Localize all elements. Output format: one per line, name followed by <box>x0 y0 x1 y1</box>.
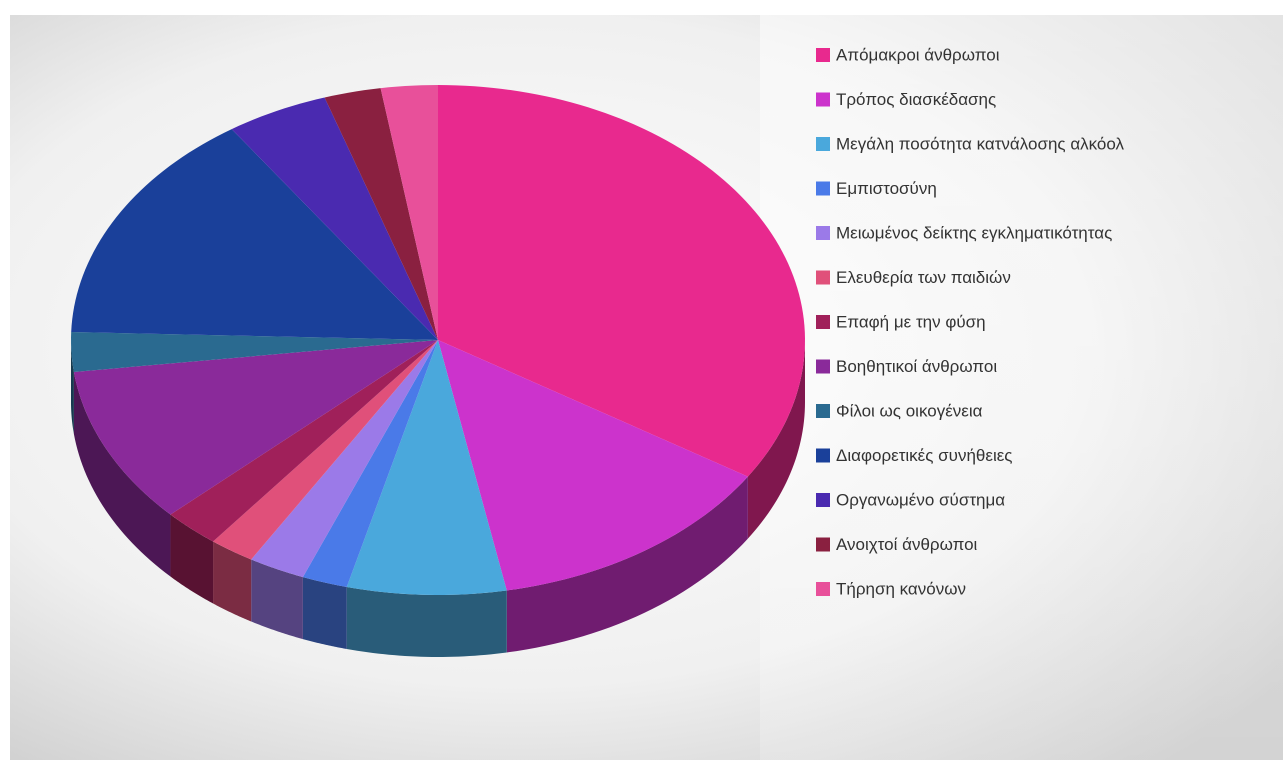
slice-side <box>346 586 507 657</box>
legend-label: Απόμακροι άνθρωποι <box>836 45 1000 64</box>
legend-swatch <box>816 537 830 552</box>
pie <box>71 85 805 657</box>
slice <box>380 85 438 340</box>
legend-panel <box>760 15 1283 760</box>
slice-side <box>506 476 748 653</box>
legend-swatch <box>816 493 830 507</box>
legend-swatch <box>816 181 830 196</box>
legend-label: Μεγάλη ποσότητα κατνάλοσης αλκόολ <box>836 134 1125 153</box>
slice-side <box>170 514 214 604</box>
legend-label: Εμπιστοσύνη <box>836 179 937 198</box>
legend-label: Μειωμένος δείκτης εγκληματικότητας <box>836 223 1112 242</box>
legend-label: Ανοιχτοί άνθρωποι <box>836 535 978 554</box>
legend-swatch <box>816 92 830 107</box>
legend-swatch <box>816 359 830 374</box>
legend-swatch <box>816 582 830 596</box>
slice <box>231 97 438 340</box>
legend-label: Βοηθητικοί άνθρωποι <box>836 357 997 376</box>
legend-label: Τήρηση κανόνων <box>836 579 966 598</box>
slice <box>346 340 507 595</box>
legend-label: Επαφή με την φύση <box>836 312 986 331</box>
slice-side <box>71 340 74 434</box>
slice <box>302 340 438 587</box>
slice-side <box>302 577 347 649</box>
slice <box>251 340 438 578</box>
slice <box>71 331 439 372</box>
slice <box>71 129 438 340</box>
legend-label: Τρόπος διασκέδασης <box>836 90 996 109</box>
legend-label: Ελευθερία των παιδιών <box>836 268 1011 287</box>
slice-side <box>213 541 252 622</box>
slice <box>73 340 438 515</box>
legend-swatch <box>816 448 830 463</box>
legend-label: Οργανωμένο σύστημα <box>836 490 1005 509</box>
legend-swatch <box>816 270 830 285</box>
legend-swatch <box>816 315 830 329</box>
slice <box>438 340 748 591</box>
legend-swatch <box>816 48 830 62</box>
slice-side <box>251 559 303 640</box>
legend-label: Διαφορετικές συνήθειες <box>836 446 1013 465</box>
slice <box>438 85 805 477</box>
legend: Απόμακροι άνθρωποι Τρόπος διασκέδασης Μεγά… <box>816 45 1125 598</box>
legend-label: Φίλοι ως οικογένεια <box>836 401 983 420</box>
legend-swatch <box>816 137 830 151</box>
slice-side <box>747 340 805 539</box>
legend-swatch <box>816 404 830 418</box>
legend-swatch <box>816 226 830 240</box>
slice <box>324 88 438 341</box>
slice <box>170 340 439 542</box>
slice-side <box>73 371 171 577</box>
slice <box>213 340 438 560</box>
